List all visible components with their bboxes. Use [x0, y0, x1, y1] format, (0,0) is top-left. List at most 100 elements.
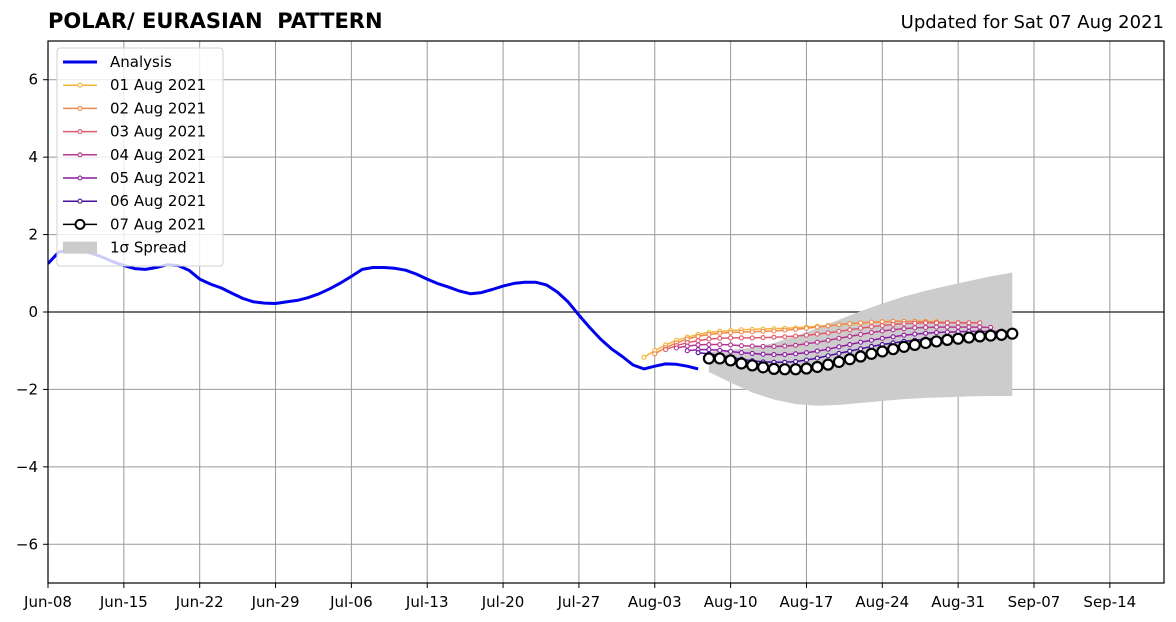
latest-forecast-point [757, 361, 770, 374]
x-tick-label: Jun-22 [175, 593, 224, 611]
forecast-point [836, 350, 842, 356]
forecast-point [673, 345, 679, 351]
legend-label: 04 Aug 2021 [110, 146, 206, 164]
forecast-point [749, 329, 755, 335]
latest-forecast-point [800, 362, 813, 375]
y-tick-label: 6 [28, 71, 38, 89]
forecast-point [728, 329, 734, 336]
forecast-point [803, 341, 809, 347]
legend-marker [77, 129, 83, 135]
latest-forecast-point [865, 347, 878, 360]
forecast-point [793, 359, 799, 365]
forecast-point [901, 326, 907, 332]
forecast-point [803, 350, 809, 356]
forecast-point [814, 331, 820, 337]
series-4 [663, 320, 983, 353]
forecast-point [814, 324, 820, 330]
forecast-point [868, 324, 875, 330]
series-1 [48, 248, 699, 371]
forecast-point [684, 343, 690, 349]
forecast-point [814, 339, 820, 345]
forecast-point [782, 352, 788, 358]
forecast-point [706, 341, 712, 348]
forecast-point [847, 341, 853, 348]
latest-forecast-point [713, 352, 726, 365]
plot-area [48, 248, 1019, 406]
forecast-point [717, 341, 723, 348]
y-tick-label: −4 [16, 458, 38, 476]
legend-box [56, 47, 224, 267]
x-tick-label: Jun-29 [251, 593, 300, 611]
forecast-point [771, 343, 777, 350]
latest-forecast-point [854, 350, 867, 363]
latest-forecast-point [735, 357, 748, 370]
latest-forecast-point [789, 363, 802, 376]
forecast-point [858, 325, 864, 331]
legend-marker [77, 105, 83, 111]
latest-forecast-point [876, 345, 889, 358]
forecast-point [879, 322, 885, 329]
latest-forecast-point [984, 329, 997, 342]
forecast-point [717, 335, 723, 341]
legend-marker [77, 82, 83, 88]
forecast-point [771, 328, 777, 334]
forecast-point [728, 342, 734, 348]
legend-label: 06 Aug 2021 [110, 192, 206, 210]
legend-label: 07 Aug 2021 [110, 215, 206, 233]
latest-forecast-point [897, 340, 911, 353]
latest-forecast-point [843, 353, 856, 366]
forecast-point [901, 321, 907, 327]
y-tick-label: −6 [16, 535, 38, 553]
latest-forecast-point [811, 360, 824, 374]
forecast-point [749, 350, 755, 356]
forecast-point [728, 348, 734, 355]
forecast-point [749, 343, 755, 349]
forecast-point [912, 320, 918, 326]
forecast-point [923, 330, 929, 336]
legend-label: 1σ Spread [110, 239, 187, 257]
forecast-point [836, 344, 842, 350]
forecast-point [858, 339, 864, 345]
latest-forecast-point [952, 332, 965, 345]
latest-forecast-point [832, 355, 846, 369]
forecast-point [825, 323, 831, 329]
forecast-point [933, 329, 940, 336]
forecast-point [760, 328, 766, 334]
legend-marker [77, 152, 83, 158]
forecast-point [793, 342, 799, 348]
latest-forecast-point [962, 331, 976, 344]
forecast-point [771, 334, 777, 340]
forecast-point [912, 331, 918, 337]
forecast-point [695, 342, 701, 348]
forecast-point [728, 335, 734, 341]
x-tick-label: Jul-13 [405, 593, 449, 611]
forecast-point [825, 337, 831, 343]
forecast-point [836, 335, 842, 341]
legend-label: 05 Aug 2021 [110, 169, 206, 187]
forecast-point [695, 333, 701, 339]
x-tick-label: Sep-14 [1083, 593, 1136, 611]
legend-label: 02 Aug 2021 [110, 99, 206, 117]
forecast-point [879, 328, 885, 334]
x-tick-label: Aug-17 [780, 593, 834, 611]
legend-marker [74, 218, 86, 230]
latest-forecast-point [887, 343, 900, 356]
x-tick-label: Sep-07 [1008, 593, 1061, 611]
latest-forecast-point [995, 328, 1008, 341]
forecast-point [684, 348, 690, 354]
latest-forecast-point [746, 359, 759, 372]
forecast-point [717, 330, 723, 336]
forecast-point [717, 347, 723, 353]
forecast-point [760, 351, 766, 357]
forecast-point [836, 328, 842, 334]
forecast-point [890, 321, 896, 327]
forecast-point [760, 343, 766, 350]
forecast-point [977, 320, 983, 326]
forecast-point [890, 327, 896, 333]
x-tick-label: Jul-27 [557, 593, 601, 611]
forecast-point [923, 320, 929, 326]
forecast-point [738, 329, 744, 335]
series-5 [673, 324, 994, 351]
x-tick-label: Jun-15 [99, 593, 148, 611]
